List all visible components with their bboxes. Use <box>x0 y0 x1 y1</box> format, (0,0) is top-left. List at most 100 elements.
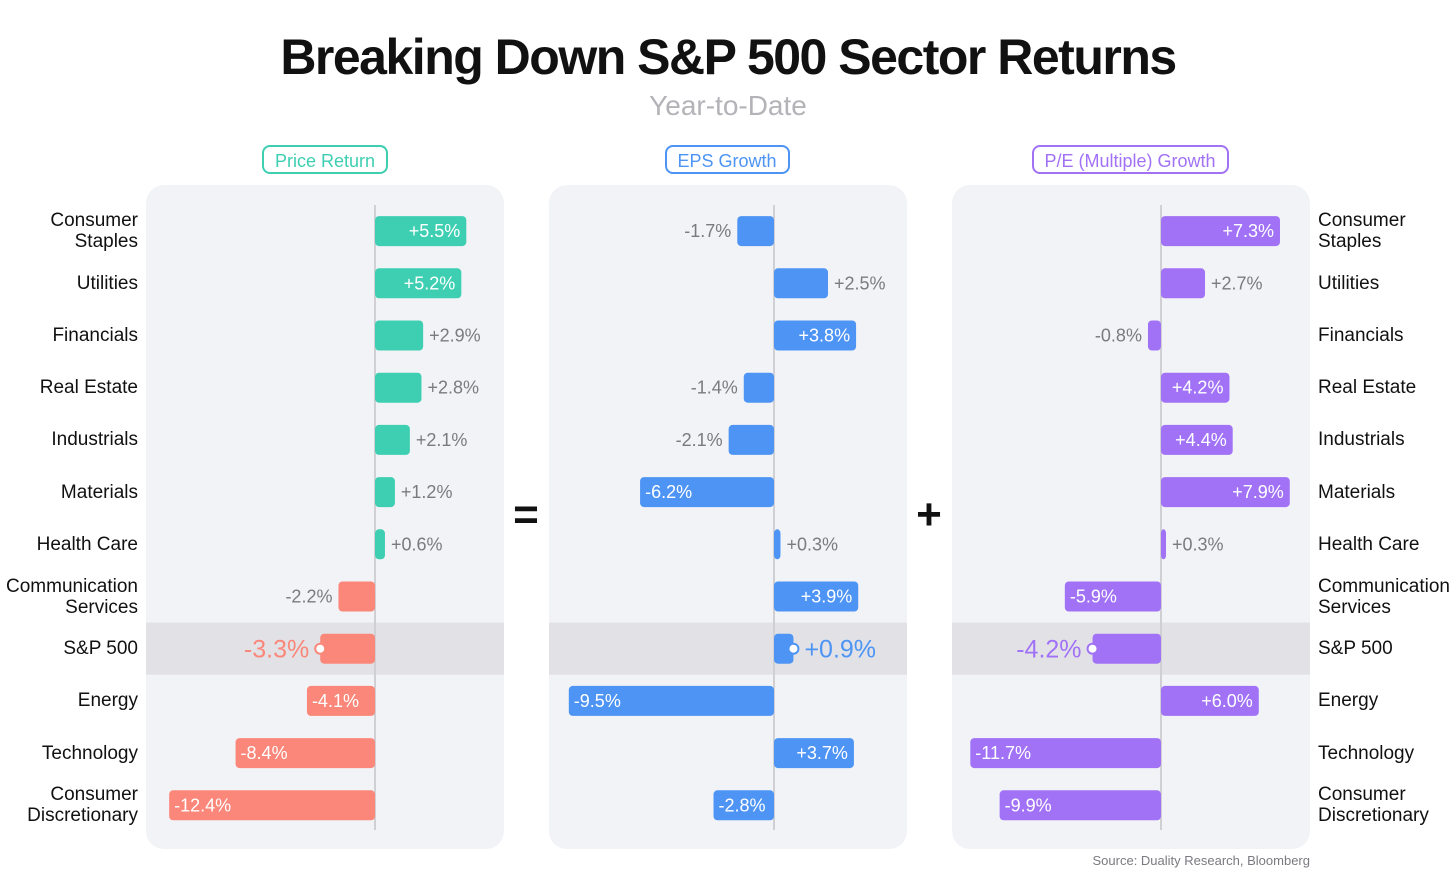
category-label-line: Industrials <box>1318 429 1405 451</box>
value-label-p-e-multiple-growth-materials: +7.9% <box>1232 482 1284 502</box>
bar-p-e-multiple-growth-consumer-discretionary <box>999 790 1161 821</box>
bar-eps-growth-communication-services <box>774 581 859 612</box>
category-label-line: Utilities <box>76 272 138 294</box>
value-label-price-return-communication-services: -2.2% <box>285 587 332 607</box>
panel-title-p-e-multiple-growth: P/E (Multiple) Growth <box>1031 145 1229 174</box>
bar-eps-growth-industrials <box>728 424 774 455</box>
bar-p-e-multiple-growth-consumer-staples <box>1161 216 1280 247</box>
bar-eps-growth-real-estate <box>743 372 774 403</box>
category-label-line: Communication <box>1318 575 1450 597</box>
category-label-line: Financials <box>1318 325 1404 346</box>
bar-eps-growth-technology <box>774 738 854 769</box>
bar-eps-growth-health-care <box>774 529 781 560</box>
category-label-left-utilities: Utilities <box>77 273 138 294</box>
bar-price-return-energy <box>306 685 375 716</box>
category-label-line: Communication <box>6 575 138 597</box>
category-label-line: Real Estate <box>39 377 138 399</box>
category-label-right-utilities: Utilities <box>1318 273 1379 294</box>
bar-p-e-multiple-growth-technology <box>970 738 1161 769</box>
category-label-left-health-care: Health Care <box>37 534 138 555</box>
category-label-right-consumer-discretionary: Consumer Discretionary <box>1318 784 1429 826</box>
value-label-p-e-multiple-growth-communication-services: -5.9% <box>1070 587 1117 607</box>
value-label-p-e-multiple-growth-technology: -11.7% <box>975 743 1031 763</box>
category-label-line: Real Estate <box>1318 377 1417 399</box>
bar-p-e-multiple-growth-materials <box>1161 477 1290 508</box>
category-label-line: Utilities <box>1318 272 1380 294</box>
value-label-price-return-health-care: +0.6% <box>391 534 443 554</box>
value-label-eps-growth-financials: +3.8% <box>799 326 851 346</box>
category-label-line: Energy <box>77 690 138 712</box>
value-label-p-e-multiple-growth-consumer-staples: +7.3% <box>1222 221 1274 241</box>
value-label-eps-growth-materials: -6.2% <box>645 482 692 502</box>
category-label-line: Services <box>65 596 138 618</box>
category-label-line: Consumer <box>50 784 138 806</box>
category-label-line: Consumer <box>50 210 138 232</box>
value-label-eps-growth-communication-services: +3.9% <box>801 587 853 607</box>
category-label-right-materials: Materials <box>1318 482 1395 503</box>
bar-price-return-utilities <box>375 268 462 299</box>
value-label-price-return-technology: -8.4% <box>241 743 288 763</box>
bar-eps-growth-utilities <box>774 268 828 299</box>
bar-eps-growth-consumer-discretionary <box>713 790 774 821</box>
bar-price-return-sandp-500 <box>320 633 375 664</box>
bar-price-return-consumer-staples <box>375 216 467 247</box>
value-label-eps-growth-energy: -9.5% <box>574 691 621 711</box>
panel-title-price-return: Price Return <box>262 145 389 174</box>
category-label-line: Discretionary <box>1318 805 1429 827</box>
category-label-left-real-estate: Real Estate <box>40 377 138 398</box>
chart-title: Breaking Down S&P 500 Sector Returns <box>280 29 1177 85</box>
value-label-eps-growth-real-estate: -1.4% <box>691 378 738 398</box>
value-label-p-e-multiple-growth-financials: -0.8% <box>1095 326 1142 346</box>
chart-subtitle: Year-to-Date <box>649 90 807 121</box>
bar-price-return-technology <box>235 738 375 769</box>
category-label-line: Services <box>1318 596 1391 618</box>
value-label-p-e-multiple-growth-consumer-discretionary: -9.9% <box>1005 795 1052 815</box>
category-label-left-industrials: Industrials <box>51 429 138 450</box>
bar-price-return-communication-services <box>338 581 375 612</box>
source-note: Source: Duality Research, Bloomberg <box>1092 853 1311 868</box>
category-label-right-real-estate: Real Estate <box>1318 377 1416 398</box>
category-label-line: Health Care <box>1318 533 1420 555</box>
marker-dot-eps-growth <box>787 642 800 655</box>
value-label-price-return-financials: +2.9% <box>429 326 481 346</box>
value-label-eps-growth-consumer-discretionary: -2.8% <box>719 795 766 815</box>
value-label-eps-growth-consumer-staples: -1.7% <box>684 221 731 241</box>
bar-price-return-health-care <box>375 529 385 560</box>
bar-eps-growth-sandp-500 <box>774 633 794 664</box>
category-label-line: Staples <box>74 231 138 253</box>
value-label-eps-growth-technology: +3.7% <box>796 743 848 763</box>
bar-price-return-real-estate <box>375 372 422 403</box>
category-label-left-consumer-discretionary: Consumer Discretionary <box>27 784 138 826</box>
category-label-line: S&P 500 <box>1318 638 1393 660</box>
marker-dot-p-e-multiple-growth <box>1086 642 1099 655</box>
value-label-p-e-multiple-growth-health-care: +0.3% <box>1172 534 1224 554</box>
category-label-left-communication-services: Communication Services <box>6 576 138 618</box>
value-label-p-e-multiple-growth-real-estate: +4.2% <box>1172 378 1224 398</box>
plus-operator: + <box>916 490 942 539</box>
category-label-line: Consumer <box>1318 210 1406 232</box>
category-label-line: Energy <box>1318 690 1379 712</box>
value-label-price-return-consumer-discretionary: -12.4% <box>174 795 231 815</box>
value-label-p-e-multiple-growth-industrials: +4.4% <box>1175 430 1227 450</box>
value-label-eps-growth-utilities: +2.5% <box>834 273 886 293</box>
category-label-right-energy: Energy <box>1318 690 1378 711</box>
value-label-eps-growth-health-care: +0.3% <box>786 534 838 554</box>
bar-price-return-financials <box>375 320 424 351</box>
bar-price-return-materials <box>375 477 395 508</box>
panel-bg-p-e-multiple-growth <box>952 185 1310 849</box>
category-label-line: Discretionary <box>27 805 138 827</box>
bar-p-e-multiple-growth-industrials <box>1161 424 1233 455</box>
value-label-price-return-materials: +1.2% <box>401 482 453 502</box>
category-label-line: Health Care <box>36 533 138 555</box>
bar-eps-growth-financials <box>774 320 857 351</box>
bar-p-e-multiple-growth-energy <box>1161 685 1259 716</box>
bar-price-return-industrials <box>375 424 410 455</box>
bar-price-return-consumer-discretionary <box>169 790 375 821</box>
value-label-eps-growth-sandp-500: +0.9% <box>804 636 876 664</box>
category-label-line: Materials <box>1318 481 1396 503</box>
bar-p-e-multiple-growth-health-care <box>1161 529 1166 560</box>
equals-operator: = <box>513 490 539 539</box>
highlight-band-eps-growth <box>549 622 907 675</box>
value-label-price-return-sandp-500: -3.3% <box>244 636 309 664</box>
